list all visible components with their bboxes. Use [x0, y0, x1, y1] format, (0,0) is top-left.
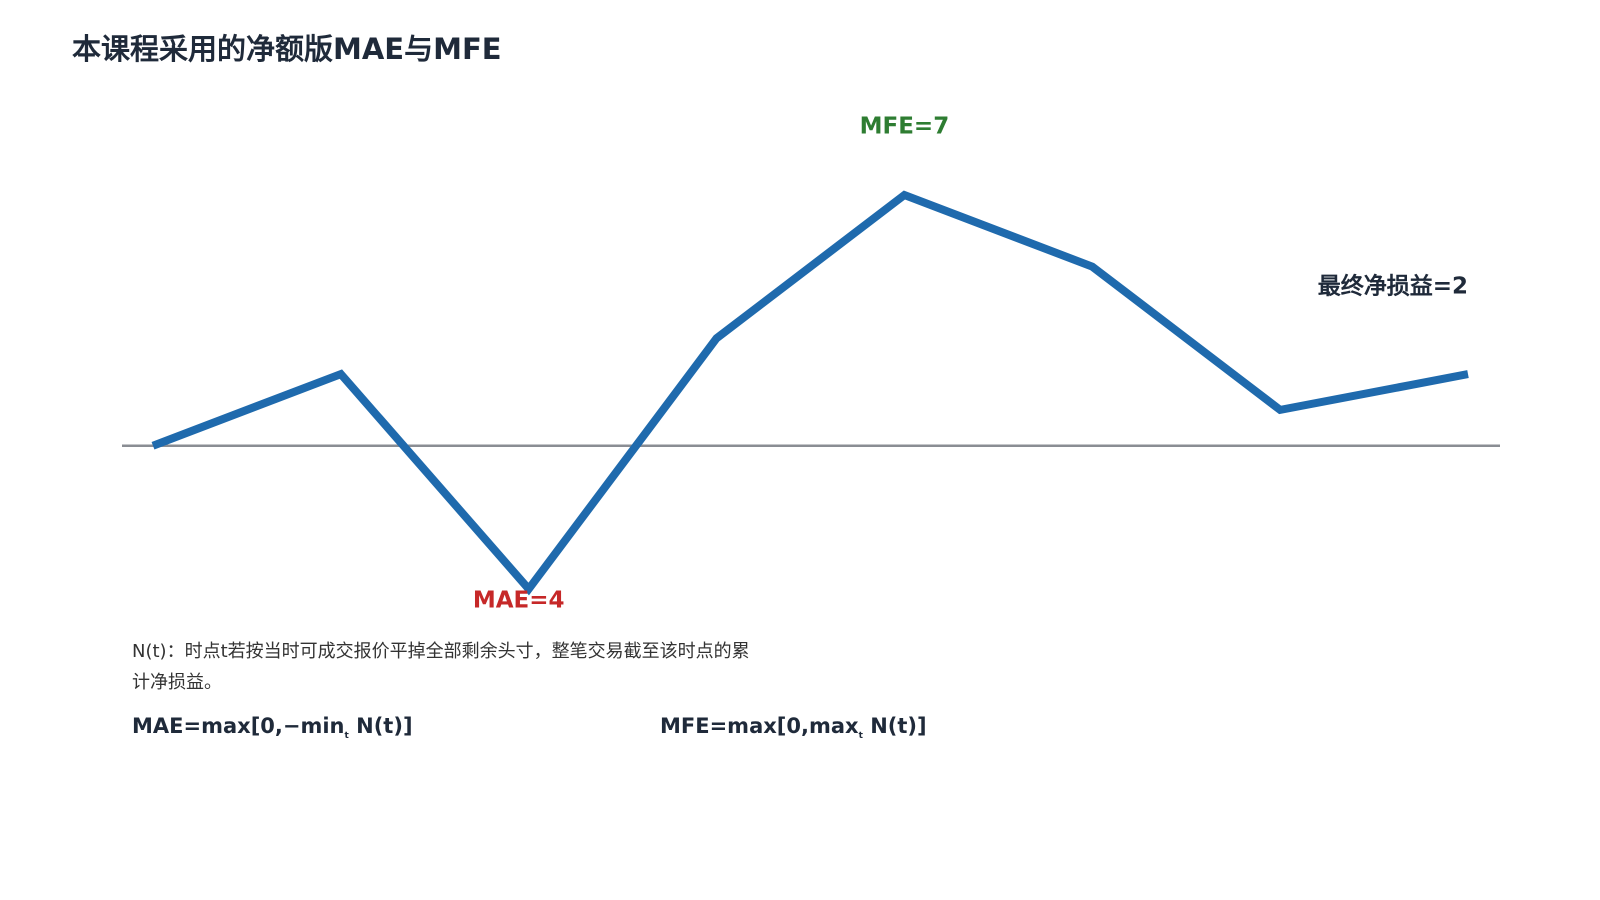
- formula: MAE=max[0,−mint N(t)]: [132, 714, 413, 741]
- formula-main: MFE=max[0,max: [660, 714, 859, 738]
- formula-sub: t: [344, 731, 349, 742]
- annotation: MAE=4: [473, 588, 565, 614]
- formula-rest: N(t)]: [348, 714, 413, 738]
- formula-rest: N(t)]: [862, 714, 927, 738]
- formula: MFE=max[0,maxt N(t)]: [660, 714, 927, 741]
- slide-title: 本课程采用的净额版MAE与MFE: [72, 32, 502, 66]
- data-line: [151, 190, 1469, 596]
- formula-main: MAE=max[0,−min: [132, 714, 345, 738]
- annotation: MFE=7: [860, 114, 950, 140]
- annotation: 最终净损益=2: [1318, 273, 1468, 300]
- note: N(t)：时点t若按当时可成交报价平掉全部剩余头寸，整笔交易截至该时点的累计净损…: [132, 641, 750, 693]
- formula-sub: t: [858, 731, 863, 742]
